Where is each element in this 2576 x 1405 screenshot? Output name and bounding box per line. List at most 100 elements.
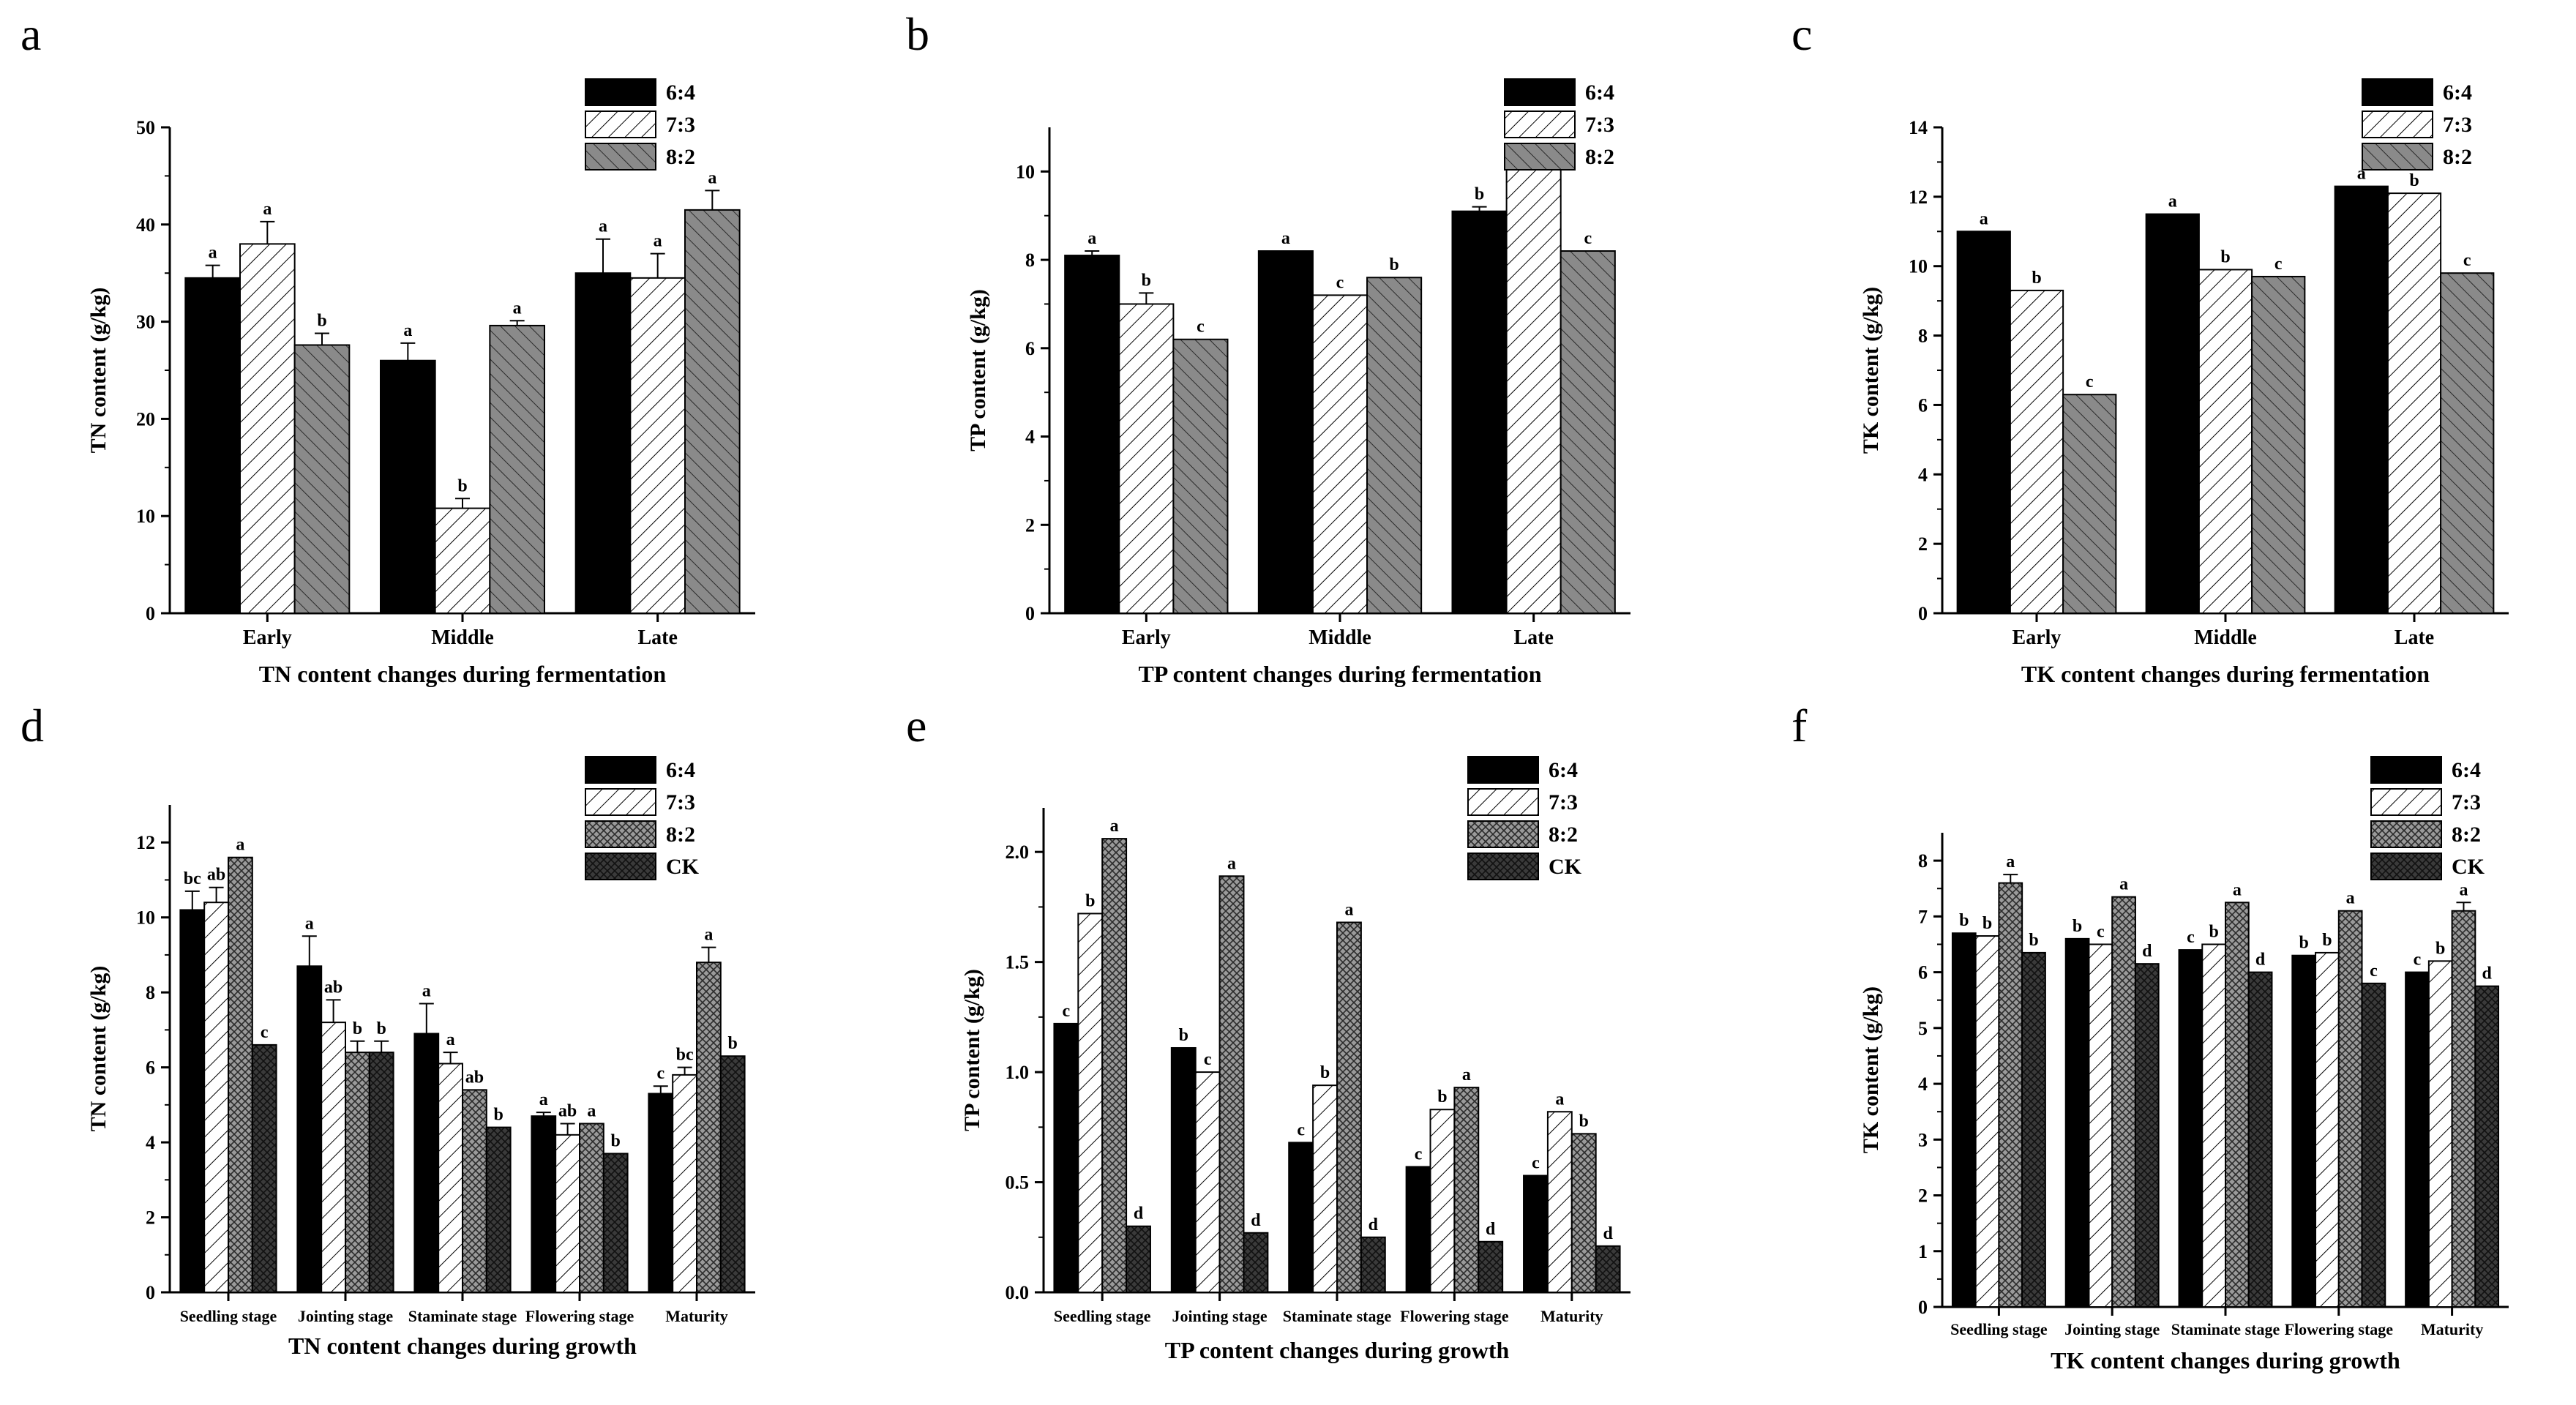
legend-label: 6:4 [666,758,695,782]
chart-title: TK content changes during growth [2051,1347,2400,1374]
data-label: a [1555,1090,1564,1109]
data-label: c [1584,229,1592,248]
data-label: b [1142,271,1151,290]
data-label: b [494,1106,503,1125]
data-label: b [1085,891,1095,910]
data-label: c [1297,1120,1305,1139]
data-label: b [1179,1026,1188,1045]
bar-CK [485,1126,512,1293]
data-label: d [2142,942,2152,961]
bar-6-4 [179,909,206,1293]
bar-7-3 [438,1063,464,1293]
data-label: a [305,914,314,933]
data-label: a [403,321,412,340]
data-label: ab [207,866,225,885]
bar-7-3 [321,1022,347,1293]
data-label: b [457,476,467,495]
data-label: c [1197,318,1205,337]
bar-6-4 [531,1115,557,1293]
y-tick-label: 8 [146,982,155,1003]
data-label: d [1486,1220,1496,1239]
data-label: d [2255,951,2266,970]
data-label: b [2299,934,2309,953]
bar-8-2 [1101,838,1128,1294]
data-label: d [1603,1224,1613,1243]
legend-swatch [2370,756,2442,784]
panel-letter-d: d [20,700,44,752]
x-tick-label: Jointing stage [1172,1307,1268,1325]
data-label: c [2097,922,2105,941]
bar-6-4 [1451,210,1508,614]
y-tick-label: 1 [1918,1241,1928,1262]
x-tick-label: Middle [2194,626,2257,649]
x-tick-label: Staminate stage [2171,1320,2280,1338]
bar-CK [2247,971,2273,1308]
bar-7-3 [555,1134,581,1294]
data-label: c [1336,273,1344,292]
bar-8-2 [1453,1087,1480,1293]
legend-label: 7:3 [2452,790,2481,814]
x-tick-label: Maturity [2421,1320,2484,1338]
x-tick-label: Middle [1308,626,1371,649]
data-label: a [2168,192,2177,211]
y-tick-label: 0 [1918,603,1928,624]
x-tick-label: Early [1122,626,1171,649]
legend: 6:4 7:3 8:2 [1504,78,1614,171]
x-tick-label: Maturity [1540,1307,1603,1325]
legend-swatch [585,788,656,816]
data-label: c [261,1023,269,1042]
bar-8-2 [2440,272,2495,614]
y-tick-label: 0 [146,1282,155,1303]
y-tick-label: 6 [146,1057,155,1079]
bar-7-3 [203,902,230,1293]
legend-swatch [1467,756,1539,784]
data-label: a [2346,889,2355,908]
bar-6-4 [296,965,323,1294]
bar-7-3 [2386,192,2442,615]
y-tick-label: 7 [1918,906,1928,927]
bar-6-4 [1053,1022,1079,1293]
bar-8-2 [228,856,253,1293]
legend-swatch [585,820,656,848]
data-label: a [446,1030,455,1049]
x-tick-label: Staminate stage [1283,1307,1392,1325]
chart-e: 0.0 0.5 1.0 1.5 2.0 TP content (g/kg) Seedling… [960,756,1630,1363]
data-label: c [656,1064,664,1083]
legend-swatch [585,78,656,106]
y-tick-label: 12 [136,832,155,853]
y-tick-label: 10 [136,907,155,929]
y-tick-label: 6 [1025,338,1035,359]
data-label: b [2209,922,2218,941]
legend-swatch [1504,143,1576,171]
legend-label: 8:2 [666,823,695,847]
data-label: b [2220,247,2230,266]
data-label: ab [465,1068,484,1087]
x-tick-label: Middle [431,626,494,649]
chart-d: 0 2 4 6 8 10 12 TN content (g/kg) Seedling stage… [86,756,755,1359]
y-tick-label: 0 [1918,1297,1928,1318]
bar-CK [1126,1225,1151,1294]
x-tick-label: Jointing stage [298,1307,393,1325]
y-tick-label: 14 [1909,117,1928,138]
bar-CK [2134,963,2160,1308]
data-label: a [1110,817,1119,836]
x-tick-label: Staminate stage [408,1307,517,1325]
legend-swatch [1467,788,1539,816]
y-tick-label: 1.0 [1006,1062,1030,1083]
legend-swatch [2362,110,2433,138]
bar-6-4 [648,1093,674,1293]
y-tick-label: 4 [1025,427,1035,448]
data-label: b [317,312,326,331]
bar-CK [1243,1232,1269,1293]
x-tick-label: Flowering stage [1400,1307,1509,1325]
y-tick-label: 0.0 [1006,1282,1030,1303]
y-tick-label: 10 [1016,161,1035,182]
x-tick-label: Late [2395,626,2434,649]
bar-8-2 [1570,1133,1597,1293]
chart-title: TN content changes during fermentation [259,661,667,687]
data-label: a [2006,853,2015,872]
legend-swatch [2370,788,2442,816]
y-tick-label: 10 [1909,256,1928,277]
legend: 6:4 7:3 8:2 CK [2370,756,2485,880]
data-label: a [1281,229,1290,248]
